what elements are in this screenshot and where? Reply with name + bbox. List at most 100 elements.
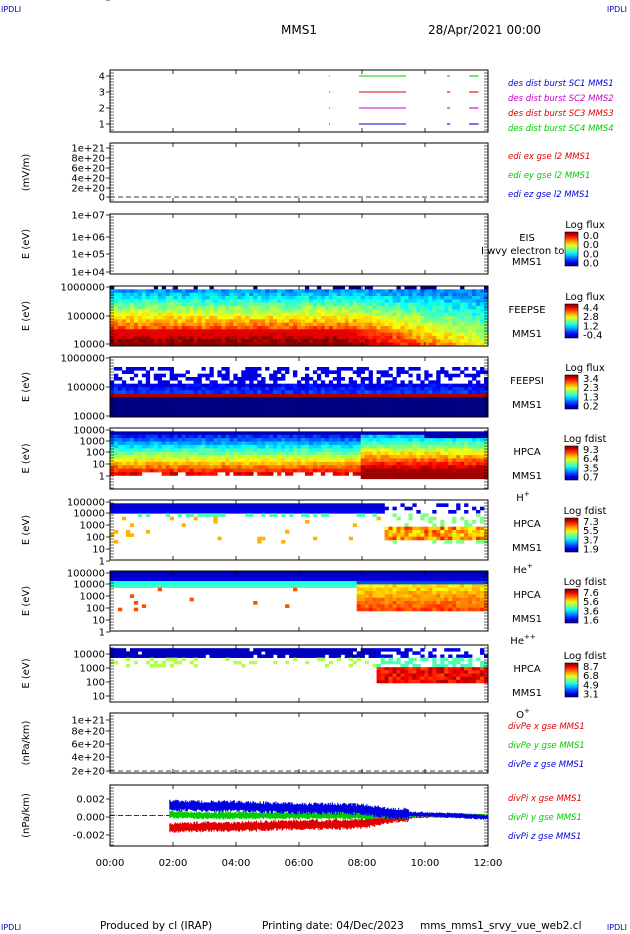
- spectrogram-cell: [368, 370, 373, 374]
- spectrogram-cell: [372, 312, 377, 317]
- spectrogram-cell: [169, 448, 174, 453]
- spectrogram-cell: [472, 326, 477, 330]
- spectrogram-cell: [213, 503, 218, 507]
- spectrogram-cell: [436, 472, 441, 476]
- spectrogram-cell: [412, 530, 417, 534]
- spectrogram-cell: [312, 431, 318, 436]
- spectrogram-cell: [384, 526, 389, 531]
- spectrogram-cell: [484, 444, 489, 449]
- spectrogram-cell: [110, 380, 115, 384]
- spectrogram-cell: [412, 403, 417, 408]
- spectrogram-cell: [476, 400, 481, 404]
- spectrogram-cell: [205, 387, 210, 391]
- spectrogram-cell: [352, 510, 357, 514]
- spectrogram-cell: [476, 451, 481, 456]
- spectrogram-cell: [185, 465, 190, 469]
- spectrogram-cell: [133, 455, 139, 459]
- spectrogram-cell: [360, 455, 365, 459]
- spectrogram-cell: [181, 451, 186, 456]
- spectrogram-cell: [157, 299, 163, 303]
- spectrogram-cell: [229, 434, 234, 439]
- spectrogram-cell: [460, 397, 465, 401]
- spectrogram-cell: [273, 400, 278, 404]
- spectrogram-cell: [420, 400, 425, 404]
- spectrogram-cell: [205, 513, 210, 517]
- spectrogram-cell: [189, 393, 194, 398]
- spectrogram-cell: [293, 458, 298, 463]
- spectrogram-cell: [400, 451, 405, 456]
- spectrogram-cell: [245, 329, 250, 333]
- spectrogram-cell: [416, 458, 421, 463]
- spectrogram-cell: [316, 468, 322, 473]
- spectrogram-cell: [320, 506, 326, 511]
- spectrogram-cell: [173, 292, 178, 297]
- spectrogram-cell: [149, 306, 155, 310]
- spectrogram-cell: [217, 458, 222, 463]
- spectrogram-cell: [408, 342, 413, 347]
- spectrogram-cell: [153, 438, 159, 442]
- spectrogram-cell: [145, 403, 151, 408]
- spectrogram-cell: [440, 292, 445, 297]
- spectrogram-cell: [348, 302, 354, 307]
- spectrogram-cell: [316, 413, 322, 418]
- spectrogram-cell: [384, 506, 389, 511]
- spectrogram-cell: [420, 472, 425, 476]
- spectrogram-cell: [297, 289, 302, 293]
- spectrogram-cell: [436, 403, 441, 408]
- spectrogram-cell: [161, 342, 167, 347]
- spectrogram-cell: [468, 431, 473, 436]
- spectrogram-cell: [225, 342, 230, 347]
- spectrogram-cell: [273, 370, 278, 374]
- spectrogram-cell: [281, 513, 286, 517]
- spectrogram-cell: [197, 444, 202, 449]
- spectrogram-cell: [396, 322, 401, 327]
- colorbar-tick-label: 0.0: [583, 240, 599, 251]
- spectrogram-cell: [261, 448, 266, 453]
- spectrogram-cell: [249, 410, 254, 414]
- spectrogram-cell: [213, 513, 218, 517]
- spectrogram-cell: [420, 312, 425, 317]
- spectrogram-cell: [141, 316, 147, 320]
- spectrogram-cell: [113, 510, 119, 514]
- spectrogram-cell: [300, 444, 306, 449]
- spectrogram-cell: [328, 413, 334, 418]
- spectrogram-cell: [129, 431, 135, 436]
- spectrogram-cell: [320, 326, 326, 330]
- spectrogram-cell: [444, 455, 449, 459]
- spectrogram-cell: [173, 413, 178, 418]
- spectrogram-cell: [300, 322, 306, 327]
- spectrogram-cell: [388, 444, 393, 449]
- spectrogram-cell: [229, 397, 234, 401]
- spectrogram-cell: [245, 387, 250, 391]
- spectrogram-cell: [344, 441, 350, 446]
- spectrogram-cell: [428, 465, 433, 469]
- spectrogram-cell: [368, 397, 373, 401]
- spectrogram-cell: [201, 458, 206, 463]
- y-tick-label: 100: [86, 448, 105, 459]
- spectrogram-cell: [193, 309, 198, 313]
- spectrogram-cell: [269, 306, 274, 310]
- spectrogram-cell: [177, 319, 182, 323]
- spectrogram-cell: [181, 465, 186, 469]
- spectrogram-cell: [400, 332, 405, 337]
- spectrogram-cell: [484, 383, 489, 388]
- spectrogram-cell: [420, 434, 425, 439]
- spectrogram-cell: [265, 410, 270, 414]
- spectrogram-cell: [221, 513, 226, 517]
- spectrogram-cell: [209, 506, 214, 511]
- spectrogram-cell: [388, 403, 393, 408]
- spectrogram-cell: [304, 322, 310, 327]
- spectrogram-cell: [324, 299, 330, 303]
- spectrogram-cell: [392, 413, 397, 418]
- spectrogram-cell: [484, 407, 489, 411]
- spectrogram-cell: [217, 503, 222, 507]
- spectrogram-cell: [209, 329, 214, 333]
- spectrogram-cell: [229, 296, 234, 300]
- spectrogram-cell: [241, 326, 246, 330]
- spectrogram-cell: [348, 455, 354, 459]
- spectrogram-cell: [221, 296, 226, 300]
- spectrogram-cell: [277, 326, 282, 330]
- spectrogram-cell: [245, 289, 250, 293]
- spectrogram-cell: [217, 302, 222, 307]
- spectrogram-cell: [384, 455, 389, 459]
